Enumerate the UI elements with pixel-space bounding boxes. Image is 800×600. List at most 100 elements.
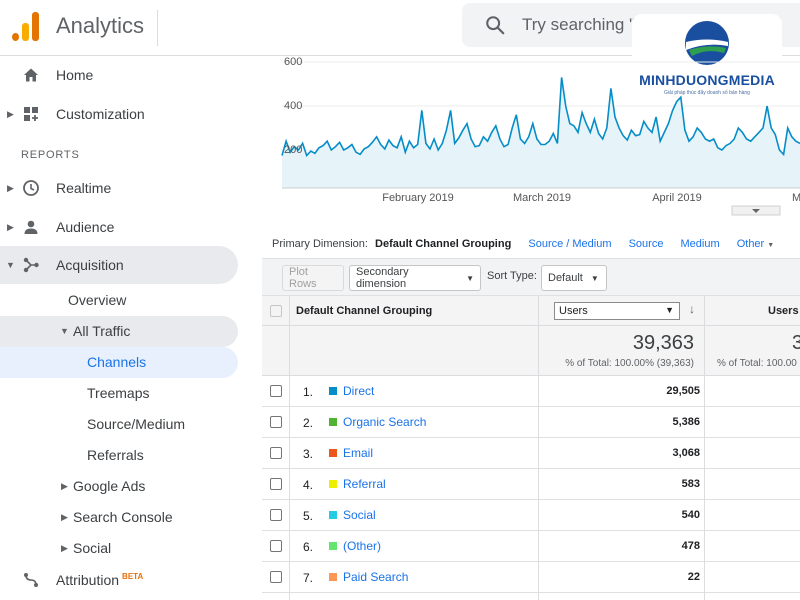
column-divider: [538, 296, 539, 600]
total-users: 39,363: [632, 332, 694, 354]
caret-right-icon: ▶: [61, 542, 68, 553]
dimension-other-dropdown[interactable]: Other ▼: [737, 238, 775, 250]
y-tick-label: 600: [284, 56, 302, 68]
sidebar-item-label: Social: [73, 540, 112, 556]
y-tick-label: 200: [284, 144, 302, 156]
row-number: 5.: [303, 509, 314, 523]
plot-rows-label: Plot Rows: [289, 266, 317, 290]
y-tick-label: 400: [284, 100, 302, 112]
channel-link[interactable]: Direct: [343, 384, 375, 398]
channel-link[interactable]: Referral: [343, 477, 386, 491]
analytics-logo-icon[interactable]: [12, 11, 40, 41]
brand-name: MINHDUONGMEDIA: [639, 72, 775, 88]
caret-down-icon: ▼: [6, 260, 15, 270]
caret-right-icon: ▶: [7, 221, 14, 232]
channel-link[interactable]: (Other): [343, 539, 382, 553]
channel-color-swatch: [329, 449, 337, 457]
users-value: 478: [681, 540, 700, 552]
row-number: 1.: [303, 385, 314, 399]
row-checkbox[interactable]: [270, 478, 282, 490]
channel-link[interactable]: Social: [343, 508, 376, 522]
search-icon: [486, 16, 505, 35]
users-value: 583: [681, 478, 700, 490]
caret-right-icon: ▶: [7, 108, 14, 119]
table-row: 3. Email 3,068: [262, 438, 800, 469]
sidebar-item-google-ads[interactable]: ▶ Google Ads: [0, 468, 238, 504]
sidebar-item-customization[interactable]: ▶ Customization: [0, 96, 238, 132]
row-checkbox[interactable]: [270, 416, 282, 428]
row-checkbox[interactable]: [270, 385, 282, 397]
all-traffic-highlight: [0, 316, 238, 347]
sidebar-item-label: Realtime: [56, 180, 112, 196]
sidebar-item-label: Audience: [56, 219, 115, 235]
dimension-medium-link[interactable]: Medium: [680, 238, 720, 250]
table-row: 7. Paid Search 22: [262, 562, 800, 593]
chart-svg: 200 400 600 February 2019 March 2019 April 20…: [281, 56, 800, 216]
sidebar-item-label: Acquisition: [56, 257, 124, 273]
row-checkbox[interactable]: [270, 540, 282, 552]
sidebar-item-label: Channels: [87, 354, 147, 370]
sidebar-item-social[interactable]: ▶ Social: [0, 530, 238, 566]
x-tick-label: March 2019: [513, 192, 571, 204]
sidebar-item-label: Home: [56, 67, 94, 83]
table-row: 4. Referral 583: [262, 469, 800, 500]
sidebar-item-label: Overview: [68, 292, 127, 308]
secondary-dimension-label: Secondary dimension: [356, 266, 409, 290]
channel-link[interactable]: Paid Search: [343, 570, 409, 584]
sort-type-dropdown[interactable]: Default ▼: [541, 265, 607, 291]
sidebar-item-label: Search Console: [73, 509, 173, 525]
channel-color-swatch: [329, 418, 337, 426]
table-toolbar: Plot Rows Secondary dimension ▼ Sort Type…: [262, 258, 800, 296]
metric-select-value: Users: [559, 305, 588, 317]
sidebar-item-label: Treemaps: [87, 385, 150, 401]
select-all-checkbox[interactable]: [270, 305, 282, 317]
x-tick-label: April 2019: [652, 192, 702, 204]
sidebar-item-attribution[interactable]: Attribution BETA: [0, 562, 238, 598]
sidebar-item-treemaps[interactable]: Treemaps: [0, 375, 238, 411]
column-header-channel-grouping: Default Channel Grouping: [296, 305, 433, 317]
brand-globe-icon: [685, 21, 729, 65]
sidebar-item-source-medium[interactable]: Source/Medium: [0, 406, 238, 442]
channels-table: Default Channel Grouping Users ▼ ↓ Users…: [262, 296, 800, 600]
acquisition-highlight: [0, 246, 238, 284]
sidebar-item-all-traffic[interactable]: ▼ All Traffic: [0, 313, 238, 349]
app-title: Analytics: [56, 13, 145, 38]
channel-link[interactable]: Organic Search: [343, 415, 427, 429]
metric-select[interactable]: Users ▼: [554, 302, 680, 320]
sort-type-label: Sort Type:: [487, 270, 537, 282]
sidebar-item-label: Source/Medium: [87, 416, 186, 432]
dimension-default-channel-grouping: Default Channel Grouping: [375, 238, 512, 250]
chevron-down-icon: [752, 209, 760, 213]
row-checkbox[interactable]: [270, 447, 282, 459]
sidebar-item-realtime[interactable]: ▶ Realtime: [0, 170, 238, 206]
row-checkbox[interactable]: [270, 571, 282, 583]
plot-rows-button[interactable]: Plot Rows: [282, 265, 344, 291]
sidebar-item-search-console[interactable]: ▶ Search Console: [0, 499, 238, 535]
sidebar-item-channels[interactable]: Channels: [0, 344, 238, 380]
dimension-source-medium-link[interactable]: Source / Medium: [528, 238, 612, 250]
sort-descending-icon[interactable]: ↓: [689, 302, 695, 316]
sidebar-item-audience[interactable]: ▶ Audience: [0, 209, 238, 245]
channel-color-swatch: [329, 511, 337, 519]
caret-right-icon: ▶: [7, 182, 14, 193]
secondary-dimension-dropdown[interactable]: Secondary dimension ▼: [349, 265, 481, 291]
total-users-secondary: 3: [792, 332, 800, 354]
sidebar-item-overview[interactable]: Overview: [0, 282, 238, 318]
total-users-percent: % of Total: 100.00% (39,363): [565, 358, 694, 369]
channel-color-swatch: [329, 480, 337, 488]
column-header-users: Users: [768, 305, 799, 317]
dimension-source-link[interactable]: Source: [628, 238, 664, 250]
sidebar-item-acquisition[interactable]: ▼ Acquisition: [0, 247, 238, 283]
reports-header: REPORTS: [21, 149, 80, 161]
watermark-logo: MINHDUONGMEDIA Giải pháp thúc đẩy doanh …: [632, 14, 782, 100]
sidebar-item-referrals[interactable]: Referrals: [0, 437, 238, 473]
table-row: 2. Organic Search 5,386: [262, 407, 800, 438]
channel-link[interactable]: Email: [343, 446, 374, 460]
row-checkbox[interactable]: [270, 509, 282, 521]
table-row: 1. Direct 29,505: [262, 376, 800, 407]
caret-right-icon: ▶: [61, 511, 68, 522]
table-summary-row: 39,363 % of Total: 100.00% (39,363) 3 % …: [262, 326, 800, 376]
sidebar-item-home[interactable]: Home: [0, 57, 238, 93]
chevron-down-icon: ▼: [665, 305, 674, 315]
table-row: 5. Social 540: [262, 500, 800, 531]
